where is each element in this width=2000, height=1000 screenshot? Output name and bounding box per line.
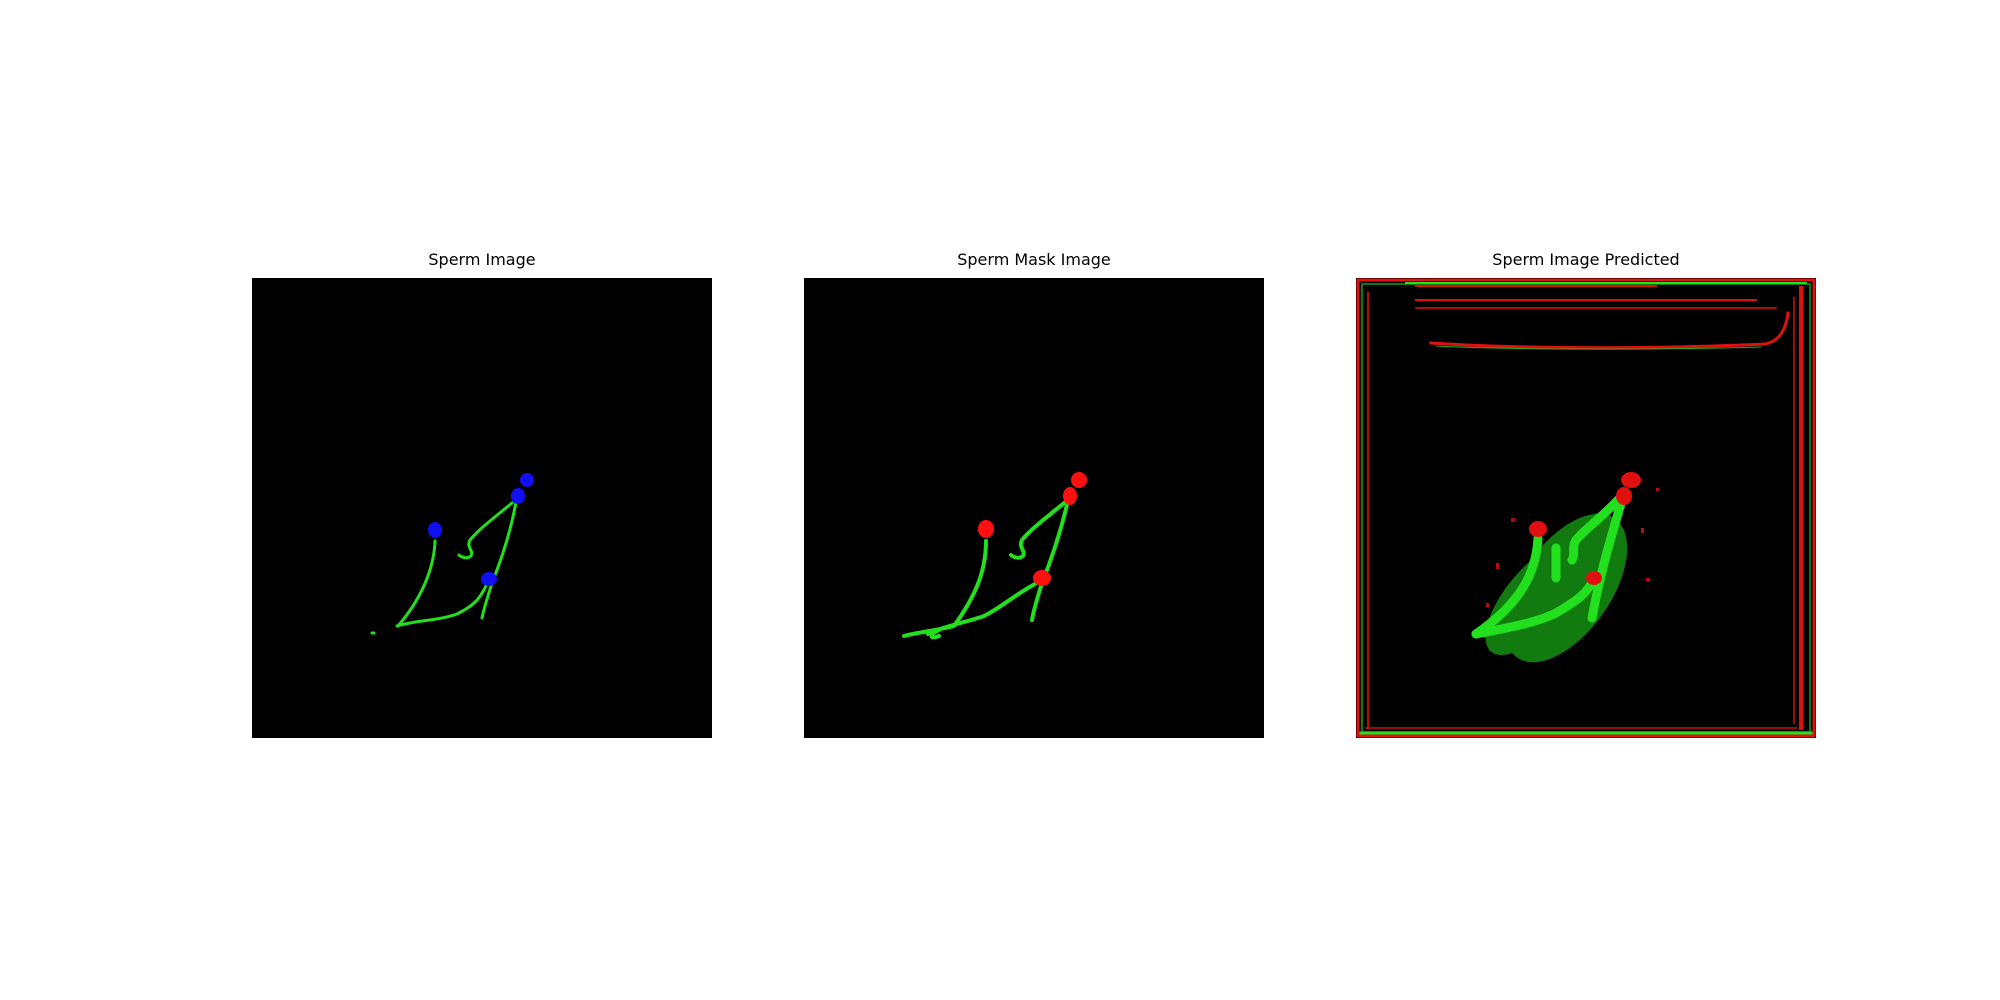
sperm-mask-canvas (804, 278, 1264, 738)
panel-title: Sperm Mask Image (957, 250, 1111, 269)
sperm-mask-image (804, 278, 1264, 738)
sperm-image-canvas (252, 278, 712, 738)
sperm-predicted-canvas (1356, 278, 1816, 738)
panel-title: Sperm Image Predicted (1492, 250, 1680, 269)
sperm-predicted-image (1356, 278, 1816, 738)
panel-title: Sperm Image (428, 250, 536, 269)
sperm-image (252, 278, 712, 738)
